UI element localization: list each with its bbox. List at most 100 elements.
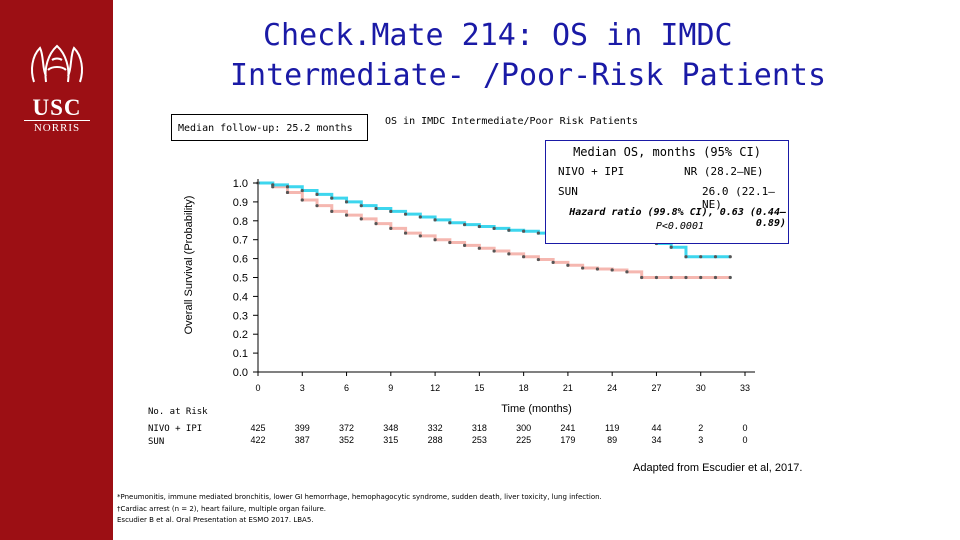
censor-mark [551, 260, 555, 264]
censor-mark [433, 238, 437, 242]
at-risk-value: 241 [560, 423, 575, 433]
censor-mark [359, 217, 363, 221]
at-risk-value: 0 [742, 423, 747, 433]
censor-mark [699, 275, 703, 280]
censor-mark [374, 222, 378, 226]
at-risk-value: 34 [651, 435, 661, 445]
logo-norris-text: NORRIS [24, 120, 90, 134]
at-risk-row-label-nivo: NIVO + IPI [148, 424, 203, 434]
censor-mark [344, 200, 349, 204]
censor-mark [315, 192, 319, 196]
at-risk-value: 318 [472, 423, 487, 433]
censor-mark [374, 206, 378, 211]
censor-mark [492, 226, 496, 230]
y-tick-label: 0.9 [233, 197, 248, 209]
censor-mark [669, 245, 673, 249]
x-tick-label: 15 [474, 383, 484, 393]
censor-mark [595, 267, 600, 271]
legend-hazard-ratio: Hazard ratio (99.8% CI), 0.63 (0.44–0.89… [569, 207, 786, 229]
x-tick-label: 24 [607, 383, 617, 393]
logo-usc-text: USC [32, 95, 82, 120]
censor-mark [566, 263, 570, 267]
censor-mark [507, 252, 511, 256]
at-risk-value: 300 [516, 423, 531, 433]
censor-mark [610, 268, 614, 272]
y-tick-label: 0.6 [233, 254, 248, 266]
credit-text: Adapted from Escudier et al, 2017. [633, 462, 803, 474]
at-risk-value: 422 [250, 435, 265, 445]
censor-mark [684, 275, 688, 280]
y-tick-labels: 0.0 0.1 0.2 0.3 0.4 0.5 0.6 0.7 0.8 0.9 1.0 [233, 178, 258, 379]
legend-sun-name: SUN [558, 185, 578, 198]
censor-mark [359, 204, 363, 208]
x-tick-labels: 0 3 6 9 12 15 18 21 24 27 30 33 [255, 372, 750, 393]
at-risk-value: 348 [383, 423, 398, 433]
survival-curve-sun [258, 181, 731, 279]
at-risk-value: 372 [339, 423, 354, 433]
censor-mark [699, 255, 703, 259]
at-risk-value: 387 [295, 435, 310, 445]
at-risk-value: 44 [651, 423, 661, 433]
footnote-1: *Pneumonitis, immune mediated bronchitis… [117, 493, 602, 501]
at-risk-value: 399 [295, 423, 310, 433]
censor-mark [477, 246, 481, 250]
censor-mark [300, 188, 304, 193]
censor-mark [315, 204, 319, 208]
censor-mark [713, 275, 718, 280]
censor-mark [344, 213, 349, 217]
at-risk-title: No. at Risk [148, 407, 208, 417]
censor-mark [330, 196, 334, 200]
legend-nivo-value: NR (28.2–NE) [684, 165, 764, 178]
censor-mark [418, 234, 422, 238]
censor-mark [684, 255, 688, 259]
censor-mark [477, 224, 481, 229]
y-tick-label: 0.4 [233, 291, 248, 303]
y-axis-label: Overall Survival (Probability) [183, 195, 195, 335]
at-risk-value: 179 [560, 435, 575, 445]
x-tick-label: 18 [519, 383, 529, 393]
at-risk-table: 425 399 372 348 332 318 300 241 119 44 2 0 422 387 352… [250, 423, 747, 445]
y-tick-label: 0.7 [233, 235, 248, 247]
x-tick-label: 27 [651, 383, 661, 393]
censor-mark [448, 240, 452, 245]
y-tick-label: 0.3 [233, 310, 248, 322]
legend-nivo-name: NIVO + IPI [558, 165, 625, 178]
legend-header: Median OS, months (95% CI) [573, 145, 761, 159]
censor-mark [285, 185, 290, 189]
censor-mark [389, 209, 393, 213]
censor-mark [522, 255, 526, 259]
censor-mark [507, 228, 511, 232]
censor-mark [728, 275, 732, 280]
y-tick-label: 0.1 [233, 348, 248, 360]
censor-mark [463, 222, 467, 227]
y-tick-label: 1.0 [233, 178, 248, 190]
censor-mark [271, 183, 275, 187]
at-risk-value: 3 [698, 435, 703, 445]
censor-mark [418, 215, 422, 219]
y-tick-label: 0.2 [233, 329, 248, 341]
slide-title-line1: Check.Mate 214: OS in IMDC [263, 18, 733, 53]
survival-chart: 0 3 6 9 12 15 18 21 24 27 30 33 0.00.10.20.30.40.50… [233, 178, 755, 445]
slide-title-line2: Intermediate- /Poor-Risk Patients [230, 58, 827, 93]
hands-emblem-icon [31, 44, 83, 83]
at-risk-value: 225 [516, 435, 531, 445]
x-tick-label: 12 [430, 383, 440, 393]
x-tick-label: 9 [388, 383, 393, 393]
footnote-3: Escudier B et al. Oral Presentation at E… [117, 516, 314, 524]
censor-mark [536, 231, 540, 235]
at-risk-value: 0 [742, 435, 747, 445]
at-risk-value: 253 [472, 435, 487, 445]
sidebar: USC NORRIS [0, 0, 113, 540]
at-risk-value: 332 [428, 423, 443, 433]
slide-content: Check.Mate 214: OS in IMDC Intermediate-… [113, 0, 960, 540]
x-axis-label: Time (months) [501, 403, 572, 415]
censor-mark [403, 212, 408, 216]
legend-p-value: P<0.0001 [655, 221, 704, 232]
at-risk-value: 288 [428, 435, 443, 445]
censor-mark [492, 249, 496, 253]
y-tick-label: 0.0 [233, 367, 248, 379]
censor-mark [640, 275, 644, 280]
legend-sun-value: 26.0 (22.1–NE) [702, 185, 775, 211]
censor-mark [285, 190, 290, 195]
at-risk-value: 2 [698, 423, 703, 433]
